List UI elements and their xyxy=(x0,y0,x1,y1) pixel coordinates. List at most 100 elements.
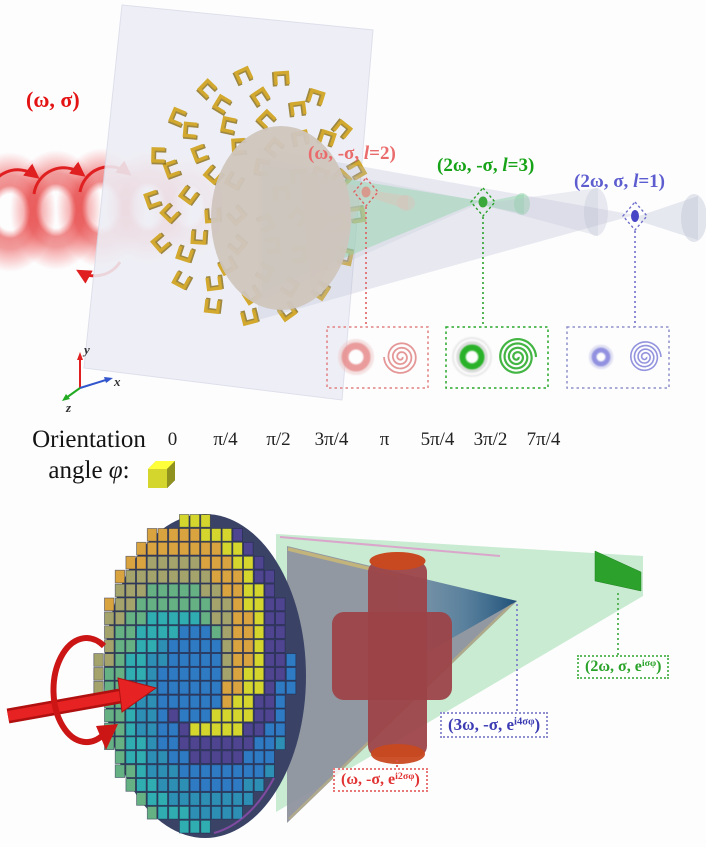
mosaic-cell xyxy=(125,639,136,653)
mosaic-cell xyxy=(200,625,211,639)
mosaic-cell xyxy=(200,792,211,806)
mosaic-cell xyxy=(114,736,126,750)
fundamental-beam-label: (ω, -σ, l=2) xyxy=(308,143,396,164)
mosaic-cell xyxy=(243,541,254,556)
mosaic-cell xyxy=(168,597,179,612)
mosaic-cell xyxy=(168,708,179,723)
mosaic-cell xyxy=(253,694,265,709)
mosaic-cell xyxy=(232,792,243,806)
mosaic-cell xyxy=(157,583,168,598)
mosaic-cell xyxy=(146,597,158,612)
inset-box-green xyxy=(445,326,549,389)
mosaic-cell xyxy=(168,569,179,584)
mosaic-cell xyxy=(104,667,115,681)
mosaic-cell xyxy=(200,736,211,750)
mosaic-cell xyxy=(104,708,115,723)
mosaic-cell xyxy=(200,694,211,709)
mosaic-cell xyxy=(157,805,168,820)
mosaic-cell xyxy=(157,708,168,723)
mosaic-cell xyxy=(178,653,190,667)
mosaic-cell xyxy=(275,667,286,681)
mosaic-cell xyxy=(243,653,254,667)
rotation-arrow xyxy=(0,163,40,179)
mosaic-cell xyxy=(136,555,147,570)
mosaic-cell xyxy=(146,805,158,820)
mosaic-cell xyxy=(189,736,201,750)
mosaic-cell xyxy=(136,792,147,806)
mosaic-cell xyxy=(264,625,275,639)
split-ring-resonator xyxy=(196,78,218,101)
mosaic-cell xyxy=(136,597,147,612)
mosaic-cell xyxy=(221,680,233,695)
split-ring-resonator xyxy=(182,121,199,140)
mosaic-cell xyxy=(178,583,190,598)
split-ring-resonator xyxy=(162,159,183,180)
mosaic-cell xyxy=(232,555,243,570)
mosaic-cell xyxy=(275,611,286,625)
mosaic-cell xyxy=(253,764,265,778)
mosaic-cell xyxy=(189,778,201,792)
mosaic-cell xyxy=(200,514,211,528)
split-ring-resonator xyxy=(203,297,223,315)
mosaic-cell xyxy=(232,708,243,723)
cube-icon xyxy=(148,461,175,488)
mosaic-cell xyxy=(168,764,179,778)
mosaic-cell xyxy=(136,653,147,667)
mosaic-cell xyxy=(211,528,222,542)
mosaic-cell xyxy=(243,694,254,709)
mosaic-cell xyxy=(168,722,179,737)
mosaic-cell xyxy=(253,722,265,737)
nonlinear-metasurface-panel xyxy=(6,514,643,838)
mosaic-cell xyxy=(243,680,254,695)
mosaic-cell xyxy=(178,597,190,612)
mosaic-cell xyxy=(178,639,190,653)
mosaic-cell xyxy=(157,694,168,709)
mosaic-cell xyxy=(232,778,243,792)
mosaic-cell xyxy=(200,611,211,625)
spiral-blue xyxy=(629,341,662,372)
mosaic-cell xyxy=(221,611,233,625)
mosaic-cell xyxy=(221,708,233,723)
incident-arrow xyxy=(6,635,158,750)
mosaic-cell xyxy=(178,694,190,709)
mosaic-cell xyxy=(168,639,179,653)
mosaic-cell xyxy=(189,792,201,806)
mosaic-cell xyxy=(125,736,136,750)
mosaic-cell xyxy=(125,764,136,778)
focal-points xyxy=(353,176,648,327)
mosaic-cell xyxy=(243,555,254,570)
mosaic-cell xyxy=(253,667,265,681)
mosaic-cell xyxy=(232,541,243,556)
mosaic-cell xyxy=(200,569,211,584)
mosaic-cell xyxy=(178,722,190,737)
output-label-second-harmonic: (2ω, σ, eiσφ) xyxy=(577,655,670,679)
mosaic-cell xyxy=(157,792,168,806)
mosaic-cell xyxy=(125,653,136,667)
mosaic-cell xyxy=(232,750,243,764)
mosaic-cell xyxy=(189,750,201,764)
mosaic-cell xyxy=(200,583,211,598)
red-cross-beam xyxy=(332,552,452,764)
mosaic-cell xyxy=(93,653,104,667)
mosaic-cell xyxy=(221,555,233,570)
mosaic-cell xyxy=(264,639,275,653)
mosaic-cell xyxy=(125,667,136,681)
mosaic-cell xyxy=(189,528,201,542)
mosaic-cell xyxy=(211,680,222,695)
mosaic-cell xyxy=(232,583,243,598)
mosaic-cell xyxy=(285,653,297,667)
mosaic-cell xyxy=(125,625,136,639)
mosaic-cell xyxy=(211,611,222,625)
mosaic-cell xyxy=(264,569,275,584)
mosaic-cell xyxy=(232,528,243,542)
mosaic-cell xyxy=(157,764,168,778)
axis-label-y: y xyxy=(82,342,90,357)
mosaic-cell xyxy=(178,750,190,764)
mosaic-cell xyxy=(253,611,265,625)
mosaic-cell xyxy=(275,639,286,653)
mosaic-cell xyxy=(146,792,158,806)
mosaic-cell xyxy=(264,653,275,667)
mosaic-cell xyxy=(200,708,211,723)
mosaic-cell xyxy=(168,583,179,598)
mosaic-cell xyxy=(221,653,233,667)
